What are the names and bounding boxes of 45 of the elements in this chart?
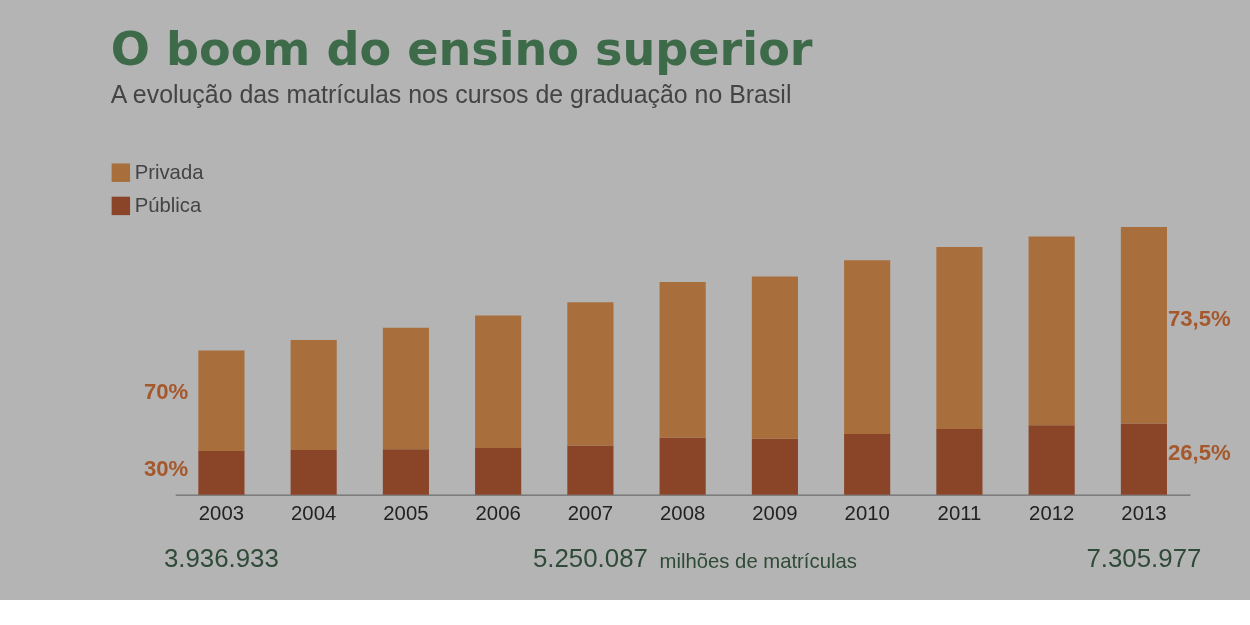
- bar: [751, 276, 798, 439]
- x-tick-label: 2007: [567, 502, 613, 525]
- bar: [1120, 423, 1167, 495]
- bar: [567, 302, 614, 446]
- legend-label: Privada: [134, 161, 205, 184]
- bar: [936, 246, 983, 430]
- bar: [198, 350, 245, 452]
- annotation: 70%: [143, 378, 189, 404]
- bar: [198, 451, 245, 495]
- text: milhões de matrículas: [659, 549, 857, 572]
- x-tick-label: 2011: [937, 502, 982, 525]
- bar: [382, 449, 429, 495]
- x-tick-label: 2004: [291, 502, 337, 525]
- text: 3.936.933: [163, 543, 279, 572]
- bar: [290, 449, 337, 495]
- x-tick-label: 2010: [844, 502, 890, 525]
- x-tick-label: 2008: [660, 502, 706, 525]
- bar: [936, 429, 983, 495]
- x-tick-label: 2006: [475, 502, 521, 525]
- text: 5.250.087: [532, 543, 648, 572]
- chart-title: O boom do ensino superior: [110, 21, 813, 76]
- bar: [1028, 236, 1075, 426]
- bar: [844, 260, 891, 434]
- annotation: 73,5%: [1167, 305, 1231, 331]
- x-tick-label: 2005: [383, 502, 429, 525]
- legend-label: Pública: [134, 194, 202, 217]
- bar: [659, 437, 706, 495]
- text: 7.305.977: [1086, 543, 1202, 572]
- annotation: 26,5%: [1167, 440, 1231, 466]
- bar: [382, 327, 429, 450]
- bar: [844, 433, 891, 495]
- bar: [475, 315, 522, 449]
- bar: [567, 445, 614, 495]
- chart-subtitle: A evolução das matrículas nos cursos de graduação no Brasil: [110, 79, 792, 108]
- x-tick-label: 2003: [198, 502, 244, 525]
- bar: [475, 448, 522, 495]
- bar: [751, 438, 798, 495]
- x-tick-label: 2009: [752, 502, 798, 525]
- bar: [290, 340, 337, 450]
- x-tick-label: 2012: [1029, 502, 1075, 525]
- bar: [1028, 425, 1075, 495]
- annotation: 30%: [143, 456, 189, 482]
- x-tick-label: 2013: [1121, 502, 1167, 525]
- bar: [1120, 227, 1167, 424]
- bar: [659, 281, 706, 438]
